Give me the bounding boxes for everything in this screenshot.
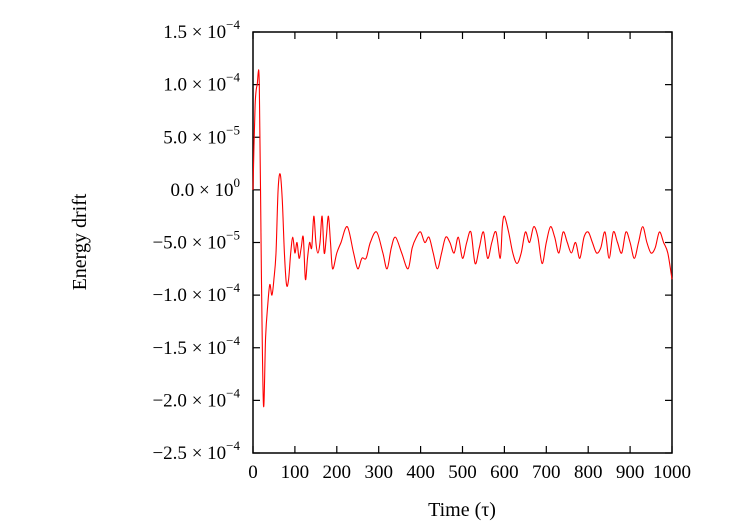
x-tick-label: 400	[406, 462, 435, 483]
y-tick-label: −2.0 × 10−4	[152, 385, 240, 411]
y-tick-base: × 10	[187, 338, 226, 359]
y-tick-label: 5.0 × 10−5	[163, 122, 240, 148]
y-tick-label: −2.5 × 10−4	[152, 438, 240, 464]
y-tick-mantissa: 0.0	[171, 180, 195, 201]
x-tick-label: 1000	[653, 462, 691, 483]
y-tick-exponent: −4	[226, 280, 240, 295]
x-axis-label: Time (τ)	[428, 499, 496, 521]
y-axis-label: Energy drift	[69, 193, 91, 290]
y-tick-mantissa: −1.5	[152, 338, 186, 359]
y-tick-base: × 10	[194, 180, 233, 201]
x-tick-label: 800	[574, 462, 603, 483]
y-tick-mantissa: −2.5	[152, 443, 186, 464]
x-tick-label: 500	[448, 462, 477, 483]
y-tick-mantissa: −5.0	[152, 233, 186, 254]
y-tick-exponent: −5	[226, 122, 240, 137]
y-tick-label: −1.5 × 10−4	[152, 333, 240, 359]
x-tick-label: 200	[323, 462, 352, 483]
y-tick-exponent: −4	[226, 333, 240, 348]
y-tick-exponent: −4	[226, 17, 240, 32]
y-tick-label: 1.0 × 10−4	[163, 70, 240, 96]
y-tick-mantissa: −1.0	[152, 285, 186, 306]
y-tick-base: × 10	[187, 22, 226, 43]
y-tick-mantissa: 5.0	[163, 127, 187, 148]
x-tick-label: 0	[248, 462, 258, 483]
y-tick-base: × 10	[187, 127, 226, 148]
y-tick-exponent: 0	[234, 175, 241, 190]
x-tick-label: 700	[532, 462, 561, 483]
y-tick-base: × 10	[187, 233, 226, 254]
x-tick-label: 600	[490, 462, 519, 483]
y-tick-base: × 10	[187, 285, 226, 306]
y-tick-label: −5.0 × 10−5	[152, 228, 240, 254]
y-axis-ticks: 1.5 × 10−41.0 × 10−45.0 × 10−50.0 × 100−…	[152, 17, 672, 464]
y-tick-mantissa: −2.0	[152, 390, 186, 411]
y-tick-exponent: −4	[226, 70, 240, 85]
series-layer	[252, 69, 673, 408]
y-tick-base: × 10	[187, 443, 226, 464]
y-tick-base: × 10	[187, 390, 226, 411]
series-line-0	[252, 69, 673, 408]
y-tick-label: 1.5 × 10−4	[163, 17, 240, 43]
y-tick-exponent: −5	[226, 228, 240, 243]
y-tick-base: × 10	[187, 75, 226, 96]
y-tick-label: 0.0 × 100	[171, 175, 240, 201]
x-tick-label: 100	[281, 462, 310, 483]
x-tick-label: 900	[616, 462, 645, 483]
y-tick-label: −1.0 × 10−4	[152, 280, 240, 306]
x-tick-label: 300	[364, 462, 393, 483]
y-tick-mantissa: 1.0	[163, 75, 187, 96]
x-axis-ticks: 0 100 200 300 400 500 600 700 800 900 1000	[248, 32, 691, 483]
y-tick-exponent: −4	[226, 438, 240, 453]
y-tick-mantissa: 1.5	[163, 22, 187, 43]
y-tick-exponent: −4	[226, 385, 240, 400]
